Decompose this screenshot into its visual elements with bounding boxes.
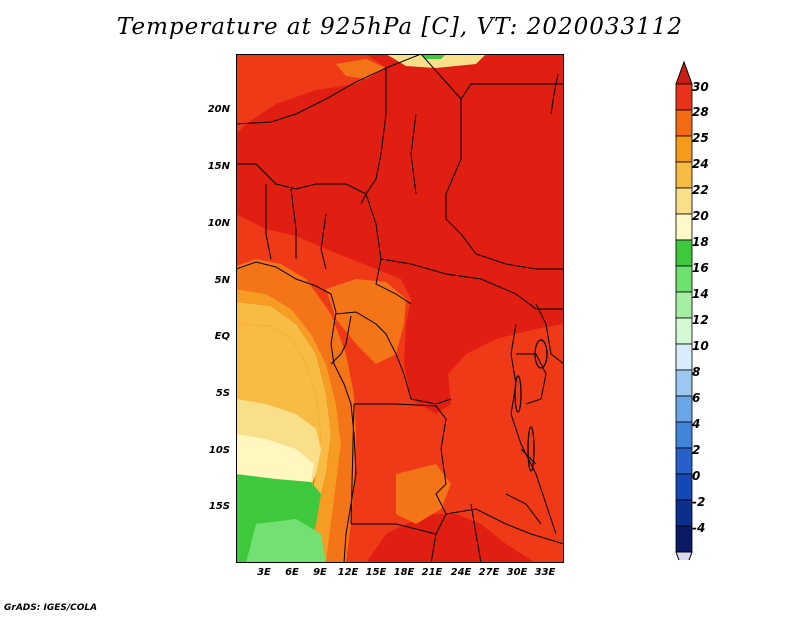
colorbar-segment	[675, 213, 693, 241]
colorbar-label: 20	[692, 209, 709, 223]
y-tick-label: 5N	[214, 275, 230, 286]
map-title: Temperature at 925hPa [C], VT: 202003311…	[116, 14, 684, 40]
x-tick-label: 18E	[393, 567, 415, 578]
x-tick-label: 3E	[257, 567, 271, 578]
colorbar-segment	[675, 447, 693, 475]
colorbar-segment	[675, 239, 693, 267]
colorbar-label: 25	[692, 131, 709, 145]
colorbar-segment	[675, 473, 693, 501]
field-25-west	[236, 259, 356, 563]
colorbar-label: 24	[692, 157, 709, 171]
colorbar-segment	[675, 83, 693, 111]
y-tick-label: 5S	[215, 388, 230, 399]
colorbar-label: 18	[692, 235, 709, 249]
field-25-south	[396, 464, 451, 524]
x-tick-label: 12E	[337, 567, 359, 578]
x-tick-label: 9E	[313, 567, 327, 578]
colorbar-label: 0	[692, 469, 701, 483]
colorbar-label: 8	[692, 365, 701, 379]
x-tick-label: 30E	[506, 567, 528, 578]
y-tick-label: 15N	[207, 161, 230, 172]
colorbar-label: 6	[692, 391, 701, 405]
y-tick-label: 10N	[207, 218, 230, 229]
field-14	[246, 519, 326, 563]
colorbar-segment	[675, 343, 693, 371]
y-tick-label: 15S	[208, 501, 230, 512]
lakes	[514, 339, 548, 472]
colorbar-segment	[675, 265, 693, 293]
colorbar-segment	[675, 395, 693, 423]
colorbar	[675, 60, 693, 560]
field-28-north	[236, 54, 276, 114]
colorbar-segment	[675, 291, 693, 319]
colorbar-segment	[675, 161, 693, 189]
map-frame	[236, 54, 564, 563]
coastline	[236, 73, 559, 563]
x-tick-label: 15E	[365, 567, 387, 578]
colorbar-label: -4	[692, 521, 706, 535]
colorbar-segment	[675, 421, 693, 449]
colorbar-label: 2	[692, 443, 701, 457]
colorbar-bottom-cap	[675, 551, 693, 560]
field-green-north	[421, 54, 446, 59]
colorbar-segment	[675, 369, 693, 397]
field-28-coast	[236, 214, 564, 563]
y-tick-label: 10S	[208, 445, 230, 456]
field-25-center	[326, 279, 406, 364]
colorbar-segment	[675, 499, 693, 527]
colorbar-label: 4	[692, 417, 701, 431]
colorbar-segment	[675, 135, 693, 163]
colorbar-label: 12	[692, 313, 709, 327]
colorbar-segment	[675, 109, 693, 137]
colorbar-segment	[675, 317, 693, 345]
x-tick-label: 6E	[285, 567, 299, 578]
colorbar-label: 14	[692, 287, 709, 301]
field-22	[236, 302, 331, 563]
colorbar-segment	[675, 525, 693, 553]
credit-text: GrADS: IGES/COLA	[4, 603, 98, 613]
map-plot	[236, 54, 564, 563]
x-tick-label: 33E	[534, 567, 556, 578]
country-borders	[236, 54, 564, 563]
field-18	[236, 434, 314, 482]
colorbar-label: 28	[692, 105, 709, 119]
colorbar-top-cap	[675, 60, 693, 85]
colorbar-label: -2	[692, 495, 706, 509]
x-tick-label: 21E	[421, 567, 443, 578]
colorbar-label: 22	[692, 183, 709, 197]
colorbar-label: 16	[692, 261, 709, 275]
temperature-map	[236, 54, 564, 563]
y-tick-label: EQ	[214, 331, 230, 342]
x-tick-label: 27E	[478, 567, 500, 578]
colorbar-segment	[675, 187, 693, 215]
y-tick-label: 20N	[207, 104, 230, 115]
x-tick-label: 24E	[450, 567, 472, 578]
colorbar-label: 30	[692, 80, 709, 94]
colorbar-label: 10	[692, 339, 709, 353]
